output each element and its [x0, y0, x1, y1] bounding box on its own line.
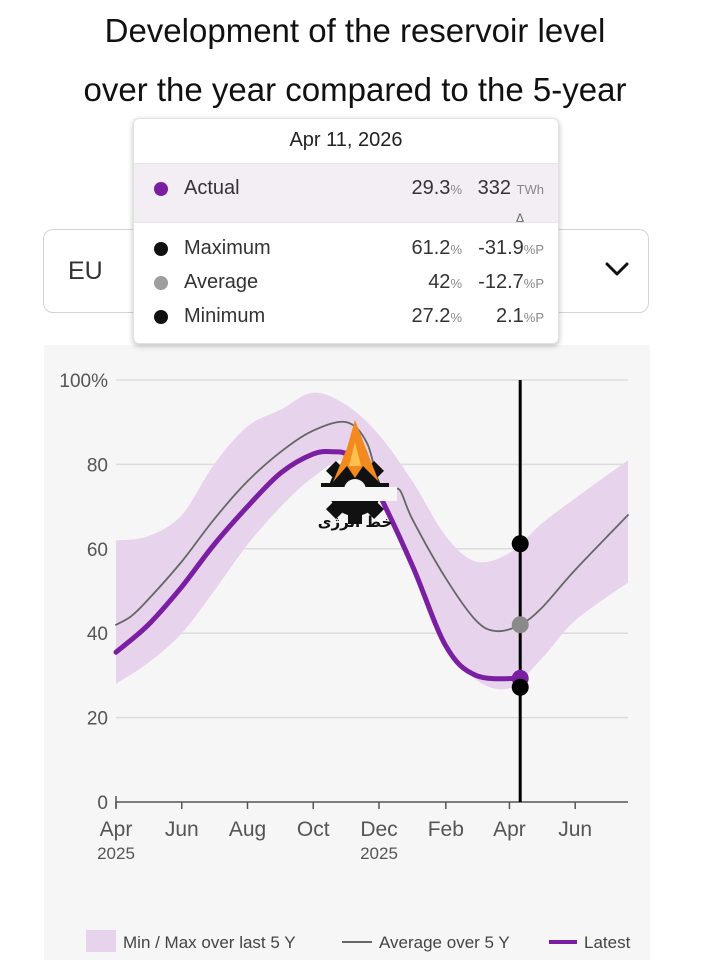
tooltip-pct-value: 27.2%: [411, 305, 463, 327]
tooltip-row-maximum: Maximum 61.2% -31.9%P: [134, 234, 558, 264]
tooltip-actual-band: [134, 163, 558, 223]
tooltip-abs-value: 332 TWh: [477, 177, 544, 199]
x-tick-label: Apr: [493, 818, 526, 841]
x-tick-label: Aug: [229, 818, 266, 841]
legend: Min / Max over last 5 Y Average over 5 Y L…: [86, 930, 631, 952]
legend-band-label: Min / Max over last 5 Y: [123, 933, 296, 952]
chart-title-line-1: Development of the reservoir level: [104, 12, 606, 49]
x-tick-label: Jun: [558, 818, 592, 841]
chart-title-line-2: over the year compared to the 5-year: [83, 71, 627, 108]
tooltip-pct-value: 29.3%: [411, 177, 463, 199]
tooltip-date: Apr 11, 2026: [289, 129, 403, 151]
flame-core: [349, 442, 361, 466]
min-max-band-layer: [116, 392, 628, 690]
cursor-point-average: [511, 616, 529, 634]
tooltip-series-name: Average: [184, 271, 259, 293]
cursor-point-maximum: [511, 535, 529, 553]
tooltip-series-name: Actual: [184, 177, 240, 199]
y-tick-label: 100%: [59, 371, 108, 392]
x-tick-label: Feb: [428, 818, 464, 841]
y-tick-label: 0: [97, 793, 108, 814]
y-tick-label: 60: [87, 540, 108, 561]
gear-gap: [313, 487, 397, 501]
tooltip-row-minimum: Minimum 27.2% 2.1%P: [134, 302, 558, 332]
series-dot-icon: [154, 182, 168, 196]
tooltip-pct-value: 42%: [428, 271, 462, 293]
series-dot-icon: [154, 242, 168, 256]
tooltip-abs-value: 2.1%P: [495, 305, 544, 327]
y-tick-label: 80: [87, 455, 108, 476]
tooltip-row-average: Average 42% -12.7%P: [134, 268, 558, 298]
tooltip-abs-value: -12.7%P: [478, 271, 544, 293]
tooltip-row-actual: Actual 29.3% 332 TWh: [134, 174, 558, 204]
watermark-logo: خط انرژی: [313, 420, 397, 531]
tooltip-series-name: Minimum: [184, 305, 266, 327]
chevron-down-icon: [605, 262, 629, 276]
x-tick-label: Oct: [297, 818, 330, 841]
tooltip-abs-value: -31.9%P: [478, 237, 544, 259]
watermark-gear-icon: [313, 456, 397, 524]
x-tick-label: Dec: [360, 818, 397, 841]
x-tick-year-label: 2025: [360, 844, 398, 863]
cursor-point-minimum: [511, 678, 529, 696]
series-dot-icon: [154, 276, 168, 290]
y-tick-label: 20: [87, 709, 108, 730]
tooltip-series-name: Maximum: [184, 237, 271, 259]
series-dot-icon: [154, 310, 168, 324]
cursor-layer: [511, 380, 529, 802]
legend-latest-label: Latest: [584, 933, 631, 952]
tooltip-pct-value: 61.2%: [411, 237, 463, 259]
legend-average-label: Average over 5 Y: [379, 933, 510, 952]
min-max-band: [116, 392, 628, 690]
x-tick-label: Jun: [165, 818, 199, 841]
axis-layer: 0 20 40 60 80 100% Apr 2025 Jun Aug Oct Dec 2025 Feb A…: [59, 371, 628, 863]
tooltip-delta-symbol: Δ: [515, 211, 524, 225]
legend-band-swatch: [86, 930, 116, 952]
y-tick-label: 40: [87, 624, 108, 645]
watermark-text: خط انرژی: [318, 513, 393, 531]
latest-line: [113, 448, 523, 682]
tooltip: Apr 11, 2026 Actual 29.3% 332 TWh Maximum 61…: [133, 118, 559, 344]
x-tick-label: Apr: [100, 818, 133, 841]
region-select-value: EU: [68, 257, 103, 285]
x-tick-year-label: 2025: [97, 844, 135, 863]
